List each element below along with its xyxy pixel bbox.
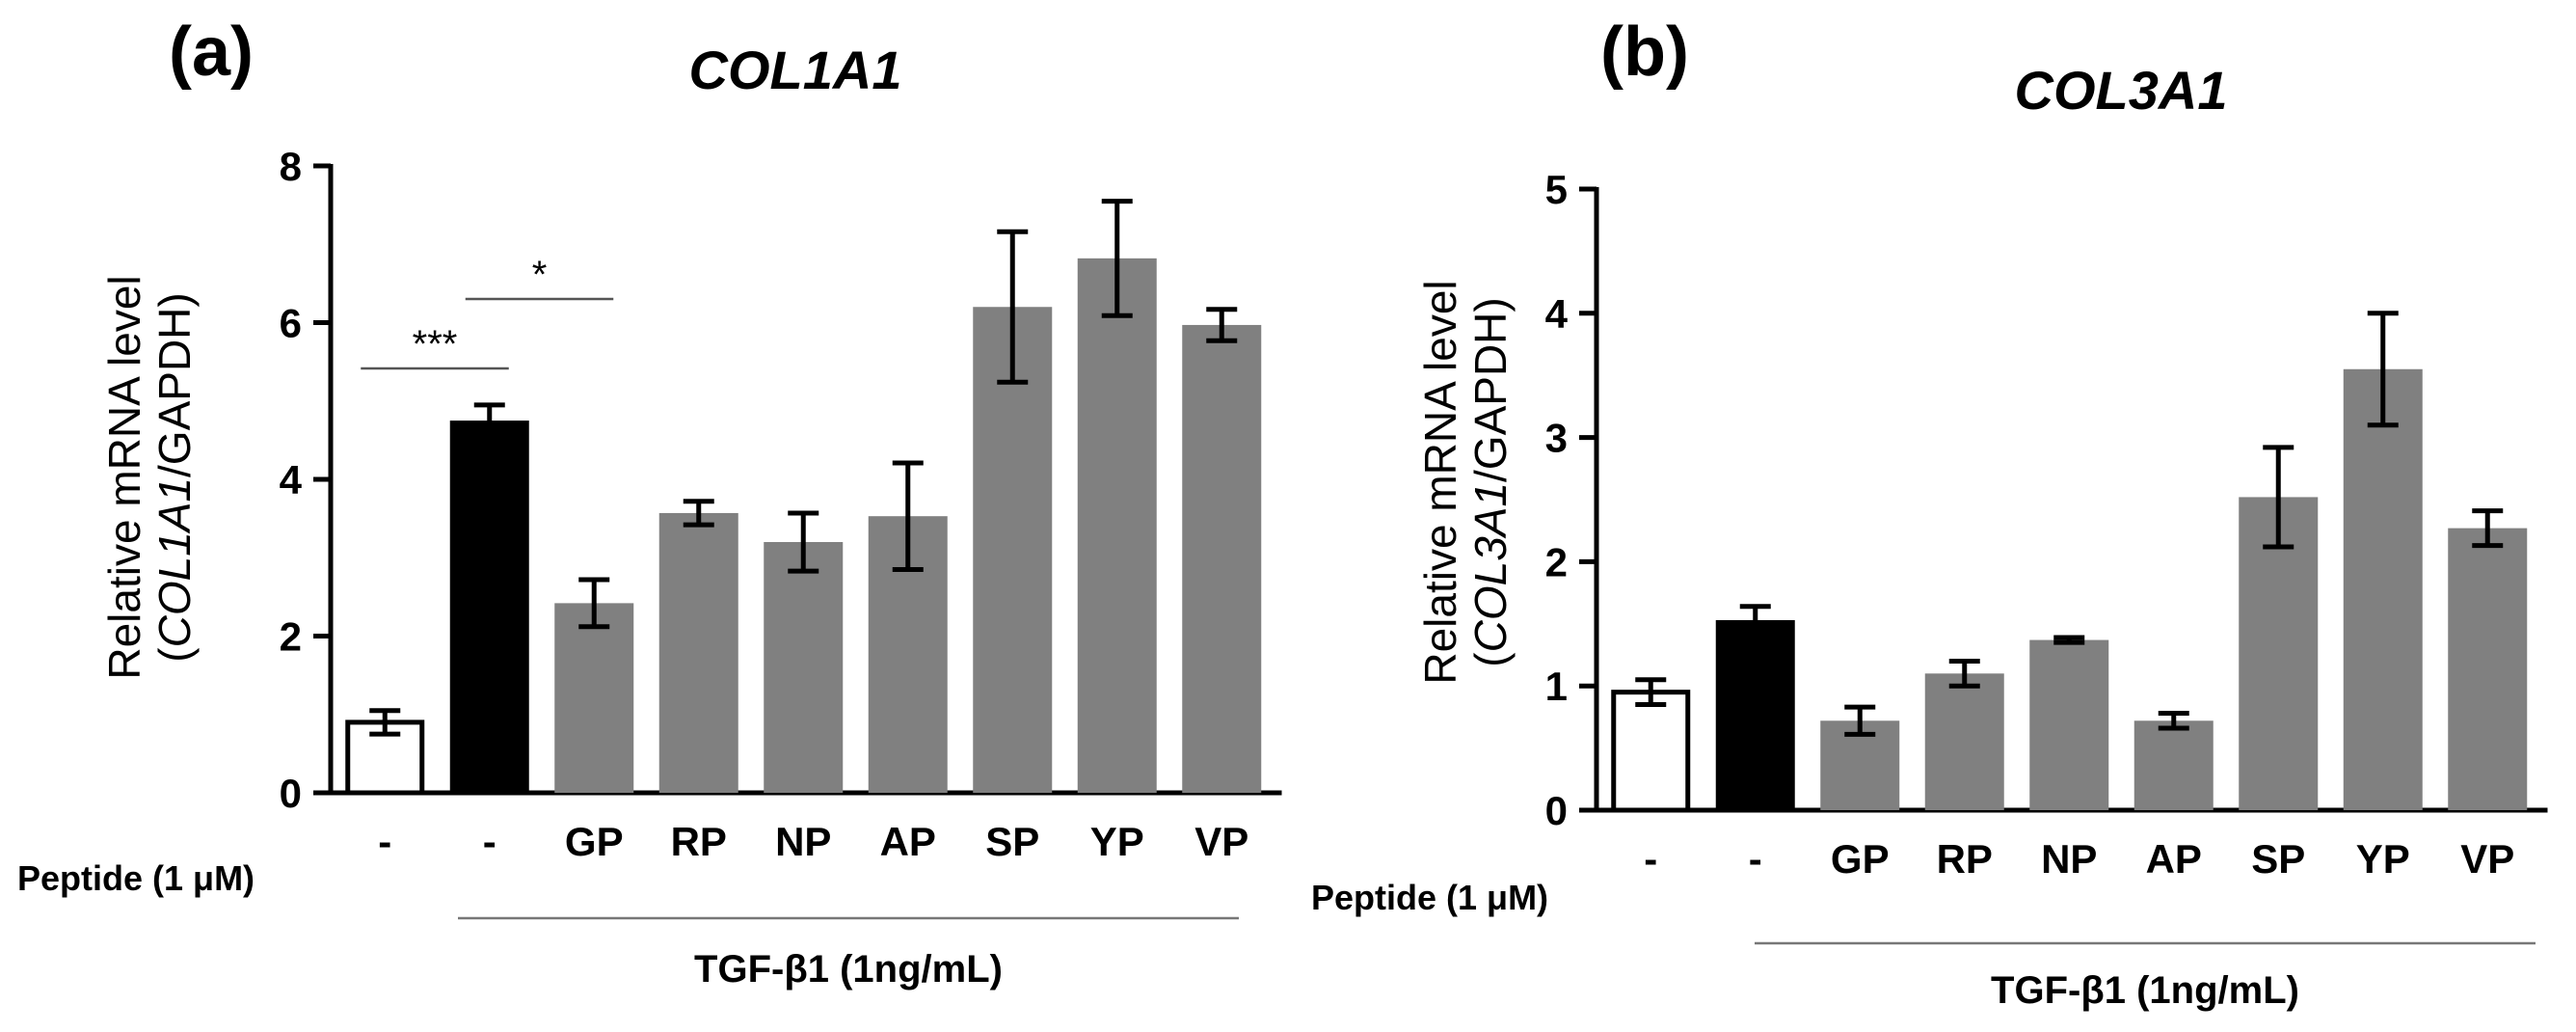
bar-4 — [764, 542, 844, 793]
category-label-2: GP — [565, 819, 624, 864]
y-tick-label: 6 — [280, 301, 302, 346]
y-axis-label-open-paren: ( — [1465, 652, 1516, 667]
y-axis-label: Relative mRNA level(COL3A1/GAPDH) — [1415, 280, 1516, 684]
category-label-8: VP — [1194, 819, 1248, 864]
category-label-2: GP — [1831, 836, 1890, 882]
treatment-label: TGF-β1 (1ng/mL) — [694, 948, 1003, 991]
category-label-6: SP — [2251, 836, 2305, 882]
bar-2 — [554, 603, 634, 793]
y-tick-label: 1 — [1545, 664, 1568, 709]
bar-6 — [973, 307, 1053, 793]
category-label-4: NP — [775, 819, 831, 864]
bar-3 — [1924, 673, 2004, 810]
y-tick-label: 8 — [280, 144, 302, 189]
y-axis-label-open-paren: ( — [149, 647, 200, 663]
bar-7 — [1077, 258, 1157, 793]
y-tick-label: 4 — [1545, 291, 1569, 337]
significance-label-1: * — [532, 254, 548, 296]
category-label-8: VP — [2460, 836, 2514, 882]
category-label-3: RP — [1937, 836, 1993, 882]
y-tick-label: 5 — [1545, 167, 1568, 212]
bar-0 — [1611, 690, 1691, 813]
category-label-5: AP — [2146, 836, 2202, 882]
y-axis-label-gene: COL1A1 — [149, 477, 200, 647]
category-label-0: - — [378, 819, 391, 864]
y-axis-label-rest: /GAPDH) — [1465, 297, 1516, 482]
category-label-7: YP — [1090, 819, 1144, 864]
bar-6 — [2239, 497, 2319, 810]
y-tick-label: 0 — [280, 771, 302, 816]
category-label-6: SP — [985, 819, 1039, 864]
chart-title: COL1A1 — [689, 40, 902, 100]
y-axis-label: Relative mRNA level(COL1A1/GAPDH) — [99, 275, 200, 679]
bar-8 — [1182, 324, 1262, 793]
y-tick-label: 2 — [1545, 539, 1568, 584]
category-label-0: - — [1644, 836, 1657, 882]
y-axis-label-line1: Relative mRNA level — [99, 275, 149, 679]
y-axis-label-gene: COL3A1 — [1465, 482, 1516, 652]
significance-label-0: *** — [413, 323, 458, 366]
y-tick-label: 4 — [280, 457, 303, 502]
y-axis-label-rest: /GAPDH) — [149, 292, 200, 477]
peptide-label: Peptide (1 μM) — [1311, 878, 1548, 917]
bar-4 — [2029, 639, 2109, 810]
y-tick-label: 2 — [280, 614, 302, 660]
bar-7 — [2343, 368, 2423, 810]
category-label-4: NP — [2041, 836, 2097, 882]
peptide-label: Peptide (1 μM) — [17, 858, 255, 898]
category-label-5: AP — [880, 819, 936, 864]
y-tick-label: 3 — [1545, 416, 1568, 461]
category-label-1: - — [483, 819, 496, 864]
panel-label: (a) — [169, 14, 254, 91]
y-tick-label: 0 — [1545, 788, 1568, 833]
treatment-label: TGF-β1 (1ng/mL) — [1991, 969, 2299, 1012]
bar-1 — [1715, 619, 1795, 810]
chart-title: COL3A1 — [2015, 60, 2228, 121]
category-label-7: YP — [2356, 836, 2410, 882]
bar-1 — [449, 421, 529, 793]
y-axis-label-line1: Relative mRNA level — [1415, 280, 1465, 684]
bar-3 — [658, 512, 738, 793]
bar-8 — [2448, 528, 2528, 810]
bar-5 — [2133, 720, 2214, 810]
category-label-3: RP — [671, 819, 727, 864]
category-label-1: - — [1749, 836, 1762, 882]
panel-label: (b) — [1600, 14, 1689, 91]
